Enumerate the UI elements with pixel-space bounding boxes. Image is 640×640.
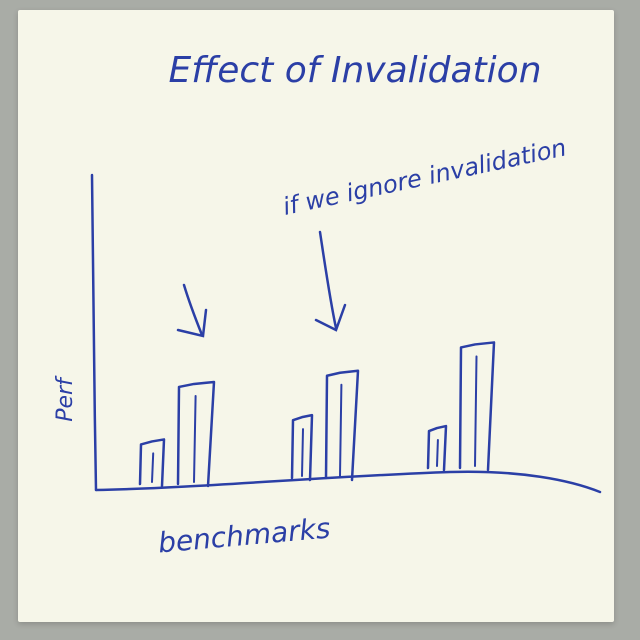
chart-annotation: if we ignore invalidation <box>280 133 568 220</box>
sticky-note <box>18 10 614 622</box>
x-axis <box>94 470 602 494</box>
y-axis-label: Perf <box>53 375 78 422</box>
x-axis-label: benchmarks <box>157 512 332 560</box>
arrow-2 <box>314 230 347 332</box>
bar-series1-group2 <box>290 413 314 482</box>
bar-series2-group2 <box>324 369 360 482</box>
bar-series2-group1-stroke <box>193 394 197 483</box>
chart-title: Effect of Invalidation <box>168 50 541 91</box>
bar-series2-group3-stroke <box>474 355 478 467</box>
bar-series1-group1-stroke <box>151 452 155 483</box>
y-axis <box>90 173 98 492</box>
bar-series2-group2-stroke <box>339 383 343 477</box>
bar-series1-group3 <box>426 424 448 472</box>
bar-series1-group2-stroke <box>301 428 304 477</box>
bar-series1-group1 <box>138 438 166 488</box>
bar-series1-group3-stroke <box>436 439 439 467</box>
bar-series2-group3 <box>458 341 496 472</box>
bar-series2-group1 <box>176 380 216 488</box>
arrow-1 <box>176 283 208 338</box>
